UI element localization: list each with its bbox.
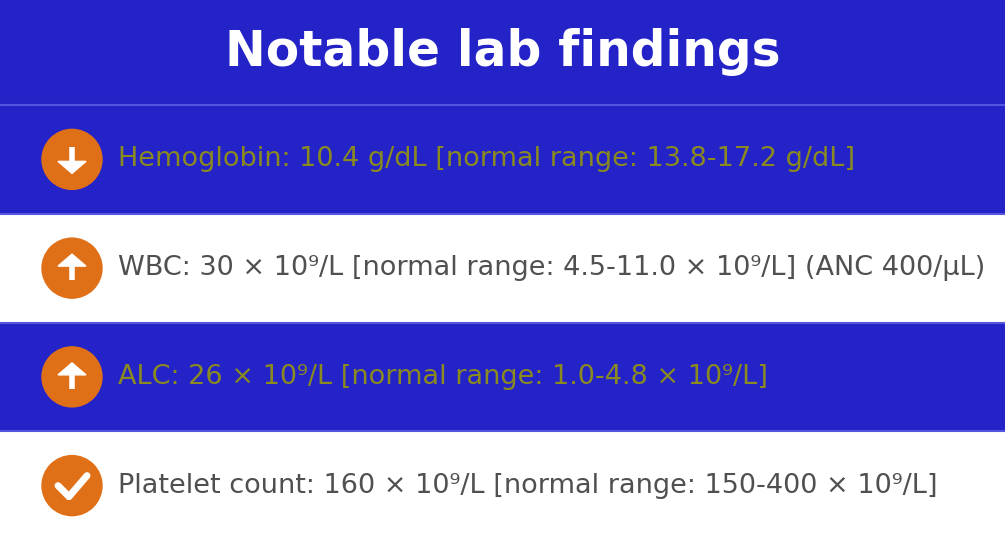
Bar <box>0 431 1005 540</box>
Circle shape <box>42 130 102 190</box>
Bar <box>0 0 1005 105</box>
Polygon shape <box>58 161 86 173</box>
Text: Notable lab findings: Notable lab findings <box>225 29 780 77</box>
Text: Platelet count: 160 × 10⁹/L [normal range: 150-400 × 10⁹/L]: Platelet count: 160 × 10⁹/L [normal rang… <box>118 472 938 498</box>
Circle shape <box>42 238 102 298</box>
Text: Hemoglobin: 10.4 g/dL [normal range: 13.8-17.2 g/dL]: Hemoglobin: 10.4 g/dL [normal range: 13.… <box>118 146 855 172</box>
Polygon shape <box>58 363 86 375</box>
Text: WBC: 30 × 10⁹/L [normal range: 4.5-11.0 × 10⁹/L] (ANC 400/μL): WBC: 30 × 10⁹/L [normal range: 4.5-11.0 … <box>118 255 985 281</box>
Circle shape <box>42 347 102 407</box>
Polygon shape <box>58 254 86 266</box>
Text: ALC: 26 × 10⁹/L [normal range: 1.0-4.8 × 10⁹/L]: ALC: 26 × 10⁹/L [normal range: 1.0-4.8 ×… <box>118 364 768 390</box>
Bar <box>0 214 1005 322</box>
Circle shape <box>42 456 102 516</box>
Bar <box>0 105 1005 214</box>
Bar <box>0 322 1005 431</box>
